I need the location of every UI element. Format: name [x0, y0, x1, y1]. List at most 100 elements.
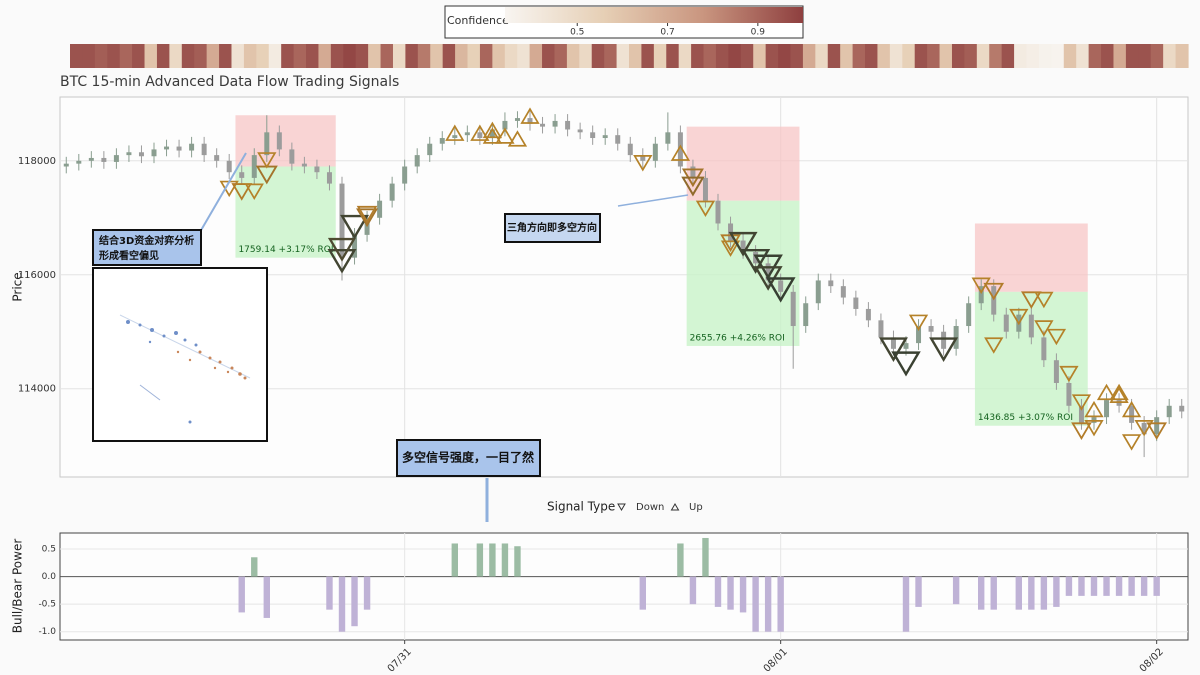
x-tick-label: 08/02 [1138, 646, 1166, 674]
signal-up [1084, 400, 1104, 418]
signal-down [720, 240, 741, 257]
candle-body [527, 118, 533, 124]
candle-body [790, 291, 796, 327]
power-bar [1040, 576, 1048, 610]
signal-up [482, 127, 503, 144]
signal-down [695, 200, 716, 218]
power-bar [489, 543, 496, 577]
confidence-cell [629, 44, 643, 68]
candle-body [289, 149, 295, 164]
confidence-cell [82, 44, 96, 68]
confidence-cell [529, 44, 543, 68]
confidence-cell [343, 44, 357, 68]
annotation-box [396, 439, 541, 477]
candle-body [189, 143, 195, 151]
power-bar [1065, 576, 1073, 596]
roi-label: 2655.76 +4.26% ROI [690, 333, 785, 343]
candle-body [214, 155, 220, 161]
confidence-cell [455, 44, 469, 68]
power-bar [251, 557, 258, 577]
confidence-cell [815, 44, 829, 68]
confidence-cell [194, 44, 208, 68]
power-bar [351, 576, 358, 627]
candle-body [590, 132, 596, 139]
candle-body [778, 280, 784, 292]
annotation-box [92, 229, 202, 266]
confidence-cell [827, 44, 841, 68]
confidence-cell [430, 44, 444, 68]
signal-down [984, 337, 1004, 354]
power-bar [1103, 576, 1110, 596]
candle-body [1154, 417, 1160, 435]
confidence-cell [889, 44, 903, 68]
confidence-cell [479, 44, 493, 68]
legend-entry: Up [689, 502, 703, 513]
candle-body [63, 163, 69, 167]
thumbnail-dots [176, 350, 247, 380]
candle-body [840, 286, 846, 298]
power-bar [777, 576, 784, 632]
signal-down [1071, 394, 1092, 411]
candle-body [151, 149, 157, 157]
candle-body [1078, 405, 1084, 423]
candle-body [113, 155, 119, 162]
candle-body [301, 163, 307, 167]
signal-down [1059, 365, 1079, 383]
confidence-cell [243, 44, 257, 68]
candle-body [1179, 405, 1185, 412]
annotation-box [504, 213, 601, 243]
confidence-cell [256, 44, 270, 68]
confidence-cell [119, 44, 133, 68]
x-tick-label: 08/01 [762, 646, 790, 674]
candle-body [164, 146, 170, 150]
confidence-cell [1101, 44, 1115, 68]
candle-body [765, 263, 771, 281]
signal-down [1034, 320, 1054, 337]
candle-body [427, 143, 433, 156]
confidence-cell [169, 44, 183, 68]
power-bar [451, 543, 458, 577]
signal-down [327, 249, 357, 274]
candle-body [552, 120, 558, 127]
confidence-cell [405, 44, 419, 68]
candle-body [76, 160, 82, 164]
signal-up [470, 124, 490, 141]
power-bar [714, 576, 722, 607]
candle-body [1166, 405, 1172, 418]
signal-down [681, 176, 705, 197]
roi-label: 1759.14 +3.17% ROI [238, 245, 333, 255]
candle-body [352, 234, 358, 258]
candle-body [602, 135, 608, 139]
confidence-cell [355, 44, 369, 68]
signal-up [507, 130, 528, 147]
power-bar [1028, 576, 1035, 610]
confidence-cell [566, 44, 580, 68]
confidence-cell [927, 44, 941, 68]
confidence-cell [70, 44, 84, 68]
confidence-cell [1150, 44, 1164, 68]
candle-body [853, 297, 859, 309]
power-bar [1128, 576, 1135, 596]
signal-down [983, 282, 1005, 301]
signal-up [1096, 383, 1117, 401]
confidence-cell [392, 44, 406, 68]
y-tick-label: 118000 [18, 156, 56, 167]
confidence-cell [417, 44, 431, 68]
candle-body [389, 183, 395, 201]
power-bar [1115, 576, 1123, 596]
candle-body [702, 177, 708, 201]
candle-body [677, 132, 683, 167]
confidence-cell [678, 44, 692, 68]
confidence-cell [964, 44, 978, 68]
stop-zone [974, 223, 1088, 292]
confidence-cell [442, 44, 456, 68]
candle-body [565, 120, 571, 130]
confidence-cell [840, 44, 854, 68]
signal-up [482, 121, 503, 139]
confidence-cell [94, 44, 108, 68]
candle-body [715, 200, 721, 224]
confidence-cell [517, 44, 531, 68]
confidence-cell [492, 44, 506, 68]
